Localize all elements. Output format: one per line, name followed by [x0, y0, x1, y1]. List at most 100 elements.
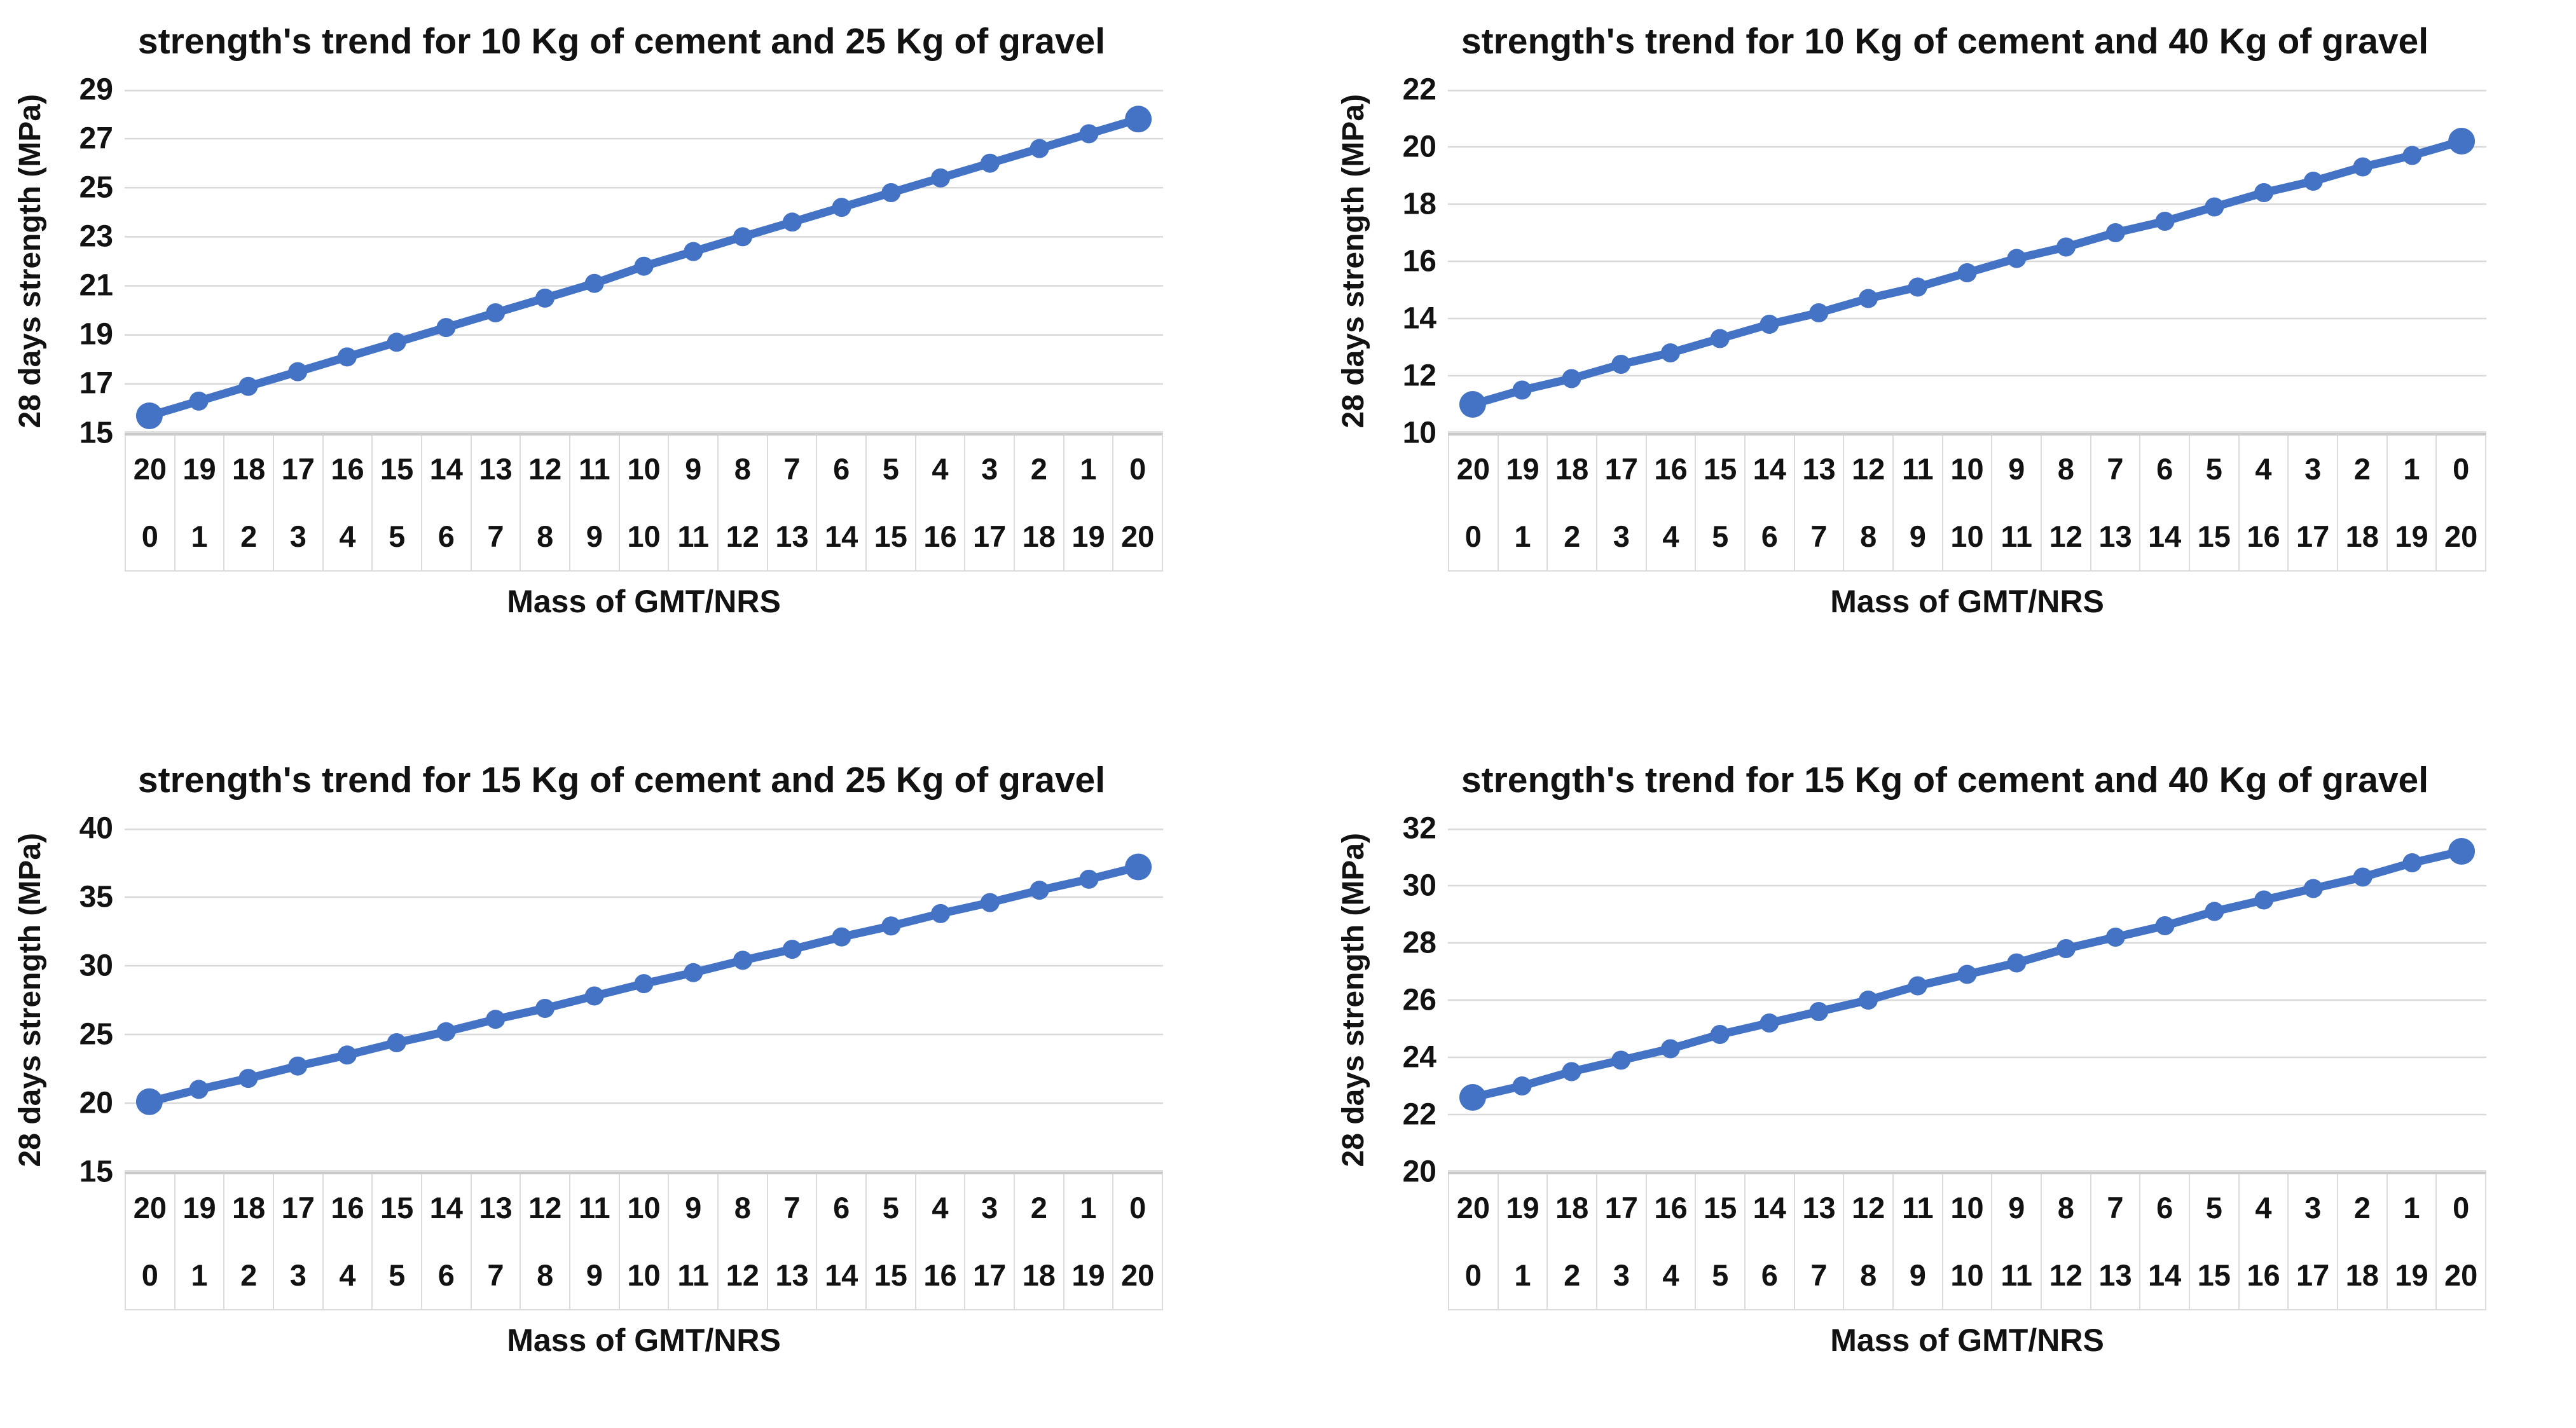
y-tick-label: 30	[79, 949, 113, 983]
data-point-marker	[1957, 965, 1977, 984]
data-point-marker	[1079, 124, 1099, 144]
x-category-nrs: 17	[964, 1241, 1014, 1309]
x-category-gmt: 6	[2139, 435, 2189, 503]
data-point-marker	[1512, 1076, 1532, 1095]
x-category-nrs: 19	[1063, 502, 1113, 570]
x-category-gmt: 15	[1695, 435, 1744, 503]
data-point-marker	[1125, 853, 1152, 881]
data-point-marker	[980, 893, 1000, 912]
x-category-gmt: 13	[1793, 435, 1843, 503]
x-axis-title: Mass of GMT/NRS	[507, 1322, 781, 1358]
data-point-marker	[2303, 879, 2323, 898]
x-category-nrs: 14	[816, 502, 865, 570]
x-category-nrs: 17	[2287, 1241, 2337, 1309]
line-chart-canvas	[1448, 828, 2486, 1172]
x-category-gmt: 10	[1941, 1174, 1992, 1242]
x-category-gmt: 16	[322, 435, 372, 503]
x-category-gmt: 5	[865, 1174, 915, 1242]
data-point-marker	[288, 362, 308, 381]
x-category-gmt: 3	[964, 1174, 1014, 1242]
x-category-gmt: 2	[2336, 435, 2387, 503]
data-point-marker	[189, 391, 209, 411]
x-category-nrs: 8	[1843, 1241, 1892, 1309]
x-category-gmt: 7	[2090, 1174, 2140, 1242]
x-category-nrs: 11	[668, 1241, 717, 1309]
x-category-gmt: 14	[420, 1174, 471, 1242]
x-category-gmt: 12	[520, 1174, 569, 1242]
data-point-marker	[733, 227, 752, 247]
data-point-marker	[2056, 237, 2076, 257]
y-tick-label: 25	[79, 170, 113, 205]
data-point-marker	[980, 153, 1000, 173]
x-category-nrs: 18	[2336, 1241, 2387, 1309]
x-category-gmt: 17	[272, 435, 322, 503]
x-category-gmt: 11	[568, 1174, 619, 1242]
x-category-gmt: 8	[2040, 1174, 2090, 1242]
x-category-gmt: 8	[2040, 435, 2090, 503]
data-point-marker	[2353, 867, 2373, 887]
y-axis-tick-labels: 15 20 25 30 35 40	[53, 811, 125, 1188]
x-category-nrs: 18	[1013, 1241, 1063, 1309]
data-point-marker	[2105, 927, 2125, 947]
x-category-nrs: 19	[1063, 1241, 1113, 1309]
y-tick-label: 22	[1402, 72, 1436, 107]
x-category-nrs: 15	[865, 1241, 915, 1309]
y-axis-tick-labels: 15 17 19 21 23 25 27 29	[53, 72, 125, 450]
data-point-marker	[1760, 314, 1779, 334]
data-point-marker	[832, 197, 851, 217]
data-point-marker	[931, 168, 951, 188]
x-category-gmt: 1	[1063, 435, 1113, 503]
x-category-nrs: 16	[914, 1241, 965, 1309]
x-category-nrs: 4	[1645, 1241, 1695, 1309]
x-category-nrs: 10	[1941, 1241, 1992, 1309]
data-point-marker	[931, 903, 951, 923]
y-tick-label: 20	[1402, 1155, 1436, 1189]
chart-10kg-cement-25kg-gravel: strength's trend for 10 Kg of cement and…	[6, 5, 1237, 678]
x-category-nrs: 0	[1448, 502, 1498, 570]
x-category-nrs: 2	[1546, 1241, 1596, 1309]
x-category-nrs: 14	[2139, 1241, 2189, 1309]
x-category-nrs: 2	[223, 1241, 273, 1309]
data-point-marker	[684, 242, 703, 261]
x-category-nrs: 5	[1695, 502, 1744, 570]
x-category-nrs: 5	[371, 502, 421, 570]
data-point-marker	[2056, 938, 2076, 958]
x-axis-category-table: 20 19 18 17 16 15 14 13 12 11 10 9 8 7 6 5 4 3 2 1 0 0 1 2 3 4 5 6 7…	[1448, 432, 2486, 572]
x-category-gmt: 13	[470, 1174, 520, 1242]
x-category-gmt: 1	[1063, 1174, 1113, 1242]
x-category-nrs: 18	[1013, 502, 1063, 570]
x-category-nrs: 2	[223, 502, 273, 570]
x-category-gmt: 13	[1793, 1174, 1843, 1242]
x-category-gmt: 10	[618, 435, 668, 503]
data-point-marker	[2254, 890, 2274, 910]
x-category-nrs: 7	[1793, 502, 1843, 570]
x-category-nrs: 14	[2139, 502, 2189, 570]
x-category-gmt: 4	[914, 1174, 965, 1242]
x-category-nrs: 17	[2287, 502, 2337, 570]
x-category-nrs: 12	[717, 502, 767, 570]
plot-area	[125, 89, 1163, 433]
x-category-nrs: 11	[1991, 1241, 2041, 1309]
x-category-gmt: 17	[1595, 1174, 1646, 1242]
x-category-gmt: 17	[1595, 435, 1646, 503]
x-category-nrs: 7	[470, 1241, 520, 1309]
x-category-nrs: 0	[1448, 1241, 1498, 1309]
x-category-gmt: 14	[420, 435, 471, 503]
y-tick-label: 20	[79, 1086, 113, 1120]
x-category-gmt: 20	[125, 1174, 174, 1242]
x-category-gmt: 6	[816, 435, 865, 503]
x-category-gmt: 16	[322, 1174, 372, 1242]
data-point-marker	[1760, 1013, 1779, 1033]
y-axis-title: 28 days strength (MPa)	[13, 93, 47, 429]
x-category-nrs: 20	[1112, 1241, 1162, 1309]
x-category-nrs: 15	[2188, 502, 2238, 570]
data-point-marker	[1079, 869, 1099, 889]
x-category-gmt: 18	[1546, 1174, 1596, 1242]
data-point-marker	[2155, 916, 2175, 935]
x-category-nrs: 3	[272, 502, 322, 570]
x-category-nrs: 13	[2090, 502, 2140, 570]
x-category-gmt: 9	[668, 1174, 717, 1242]
x-category-gmt: 20	[1448, 1174, 1498, 1242]
x-category-nrs: 3	[1595, 1241, 1646, 1309]
